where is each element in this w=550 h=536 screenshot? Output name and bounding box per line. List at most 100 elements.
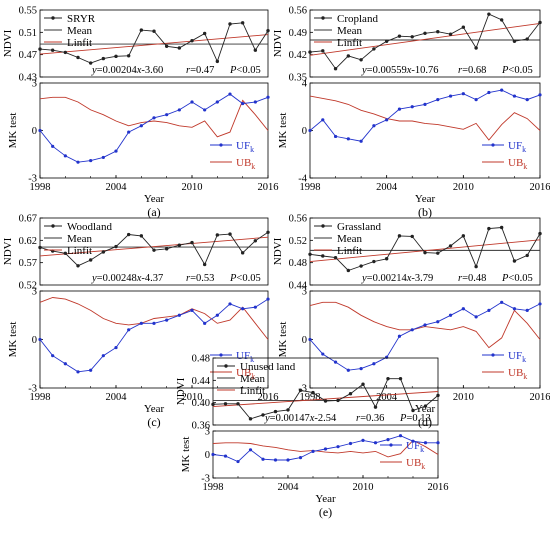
ndvi-point [397,34,402,38]
ndvi-point [436,29,440,34]
ndvi-y-tick-label: 0.49 [289,28,307,39]
legend-ufk-label: UFk [236,140,254,154]
ufk-point [474,315,478,319]
ufk-point [359,367,363,371]
legend-series-label: SRYR [67,13,96,25]
ubk-series-line [309,301,541,349]
ufk-series-line [39,298,269,373]
ufk-point [203,108,207,112]
regression-equation: y=0.00204x-3.60 [91,65,163,76]
legend-ndvi-marker [321,224,325,228]
legend-linfit-label: Linfit [337,245,362,257]
mk-y-tick-label: -3 [298,384,307,395]
ufk-point [372,124,376,128]
panel-label: (e) [319,505,332,519]
ufk-point [190,308,194,312]
ndvi-point [538,231,542,236]
ufk-point [474,98,478,102]
ndvi-point [177,46,182,50]
ndvi-point [499,18,504,22]
x-tick-label: 1998 [300,392,321,403]
regression-equation: y=0.00147x-2.54 [264,413,337,424]
ufk-point [114,345,118,350]
ndvi-point [499,225,504,230]
ufk-point [139,321,143,325]
x-tick-label: 2004 [106,182,128,193]
ndvi-point [359,264,363,268]
ufk-point [266,297,270,301]
ndvi-point [487,226,491,231]
ndvi-y-axis-label: NDVI [272,237,284,265]
x-tick-label: 2010 [182,182,203,193]
ufk-point [348,441,353,446]
ndvi-y-tick-label: 0.52 [19,281,37,292]
mk-y-tick-label: 3 [205,427,210,438]
ufk-point [461,307,465,311]
x-tick-label: 2010 [453,182,474,193]
ufk-series-line [309,301,541,371]
ndvi-y-tick-label: 0.44 [289,281,308,292]
ndvi-y-tick-label: 0.57 [19,258,37,269]
mk-y-tick-label: 3 [32,287,37,298]
ndvi-point [336,398,340,403]
ndvi-point [410,234,414,239]
ufk-point [241,307,245,311]
ndvi-plot-frame [309,9,541,78]
ndvi-y-axis-label: NDVI [2,237,14,265]
ndvi-point [423,250,427,255]
ufk-point [253,305,257,309]
mk-y-tick-label: 0 [302,335,307,346]
ndvi-point [359,58,363,62]
ufk-point [215,100,219,104]
ndvi-point [436,251,440,255]
ndvi-point [101,56,106,61]
ufk-point [190,100,194,104]
ndvi-point [474,46,478,50]
ndvi-point [384,39,389,43]
x-tick-label: 2016 [530,392,550,403]
panel-label: (d) [418,415,432,429]
ufk-point [228,302,232,306]
legend-mean-label: Mean [67,25,93,37]
ufk-point [76,160,80,164]
x-tick-label: 2004 [376,182,398,193]
ndvi-y-tick-label: 0.47 [19,50,37,61]
ndvi-y-tick-label: 0.44 [192,376,211,387]
legend-mean-label: Mean [337,25,363,37]
ndvi-point [228,232,232,236]
ndvi-point [410,35,414,39]
ndvi-point [236,402,240,406]
ufk-point [63,362,67,366]
ufk-point [101,155,105,160]
legend-ufk-label: UFk [508,140,526,154]
ndvi-point [76,264,80,268]
ufk-point [127,130,131,134]
legend-ufk-label: UFk [406,440,424,454]
ndvi-point [346,54,351,58]
ufk-point [346,137,350,141]
legend-mean-label: Mean [67,233,93,245]
ndvi-point [215,233,220,237]
ndvi-point [126,232,131,237]
ndvi-plot-frame [39,9,269,78]
x-tick-label: 1998 [203,482,224,493]
ndvi-point [487,12,491,16]
ufk-point [152,321,156,325]
ndvi-point [223,402,228,406]
x-axis-label: Year [315,493,336,505]
ndvi-point [253,239,258,243]
ufk-point [436,441,440,445]
ufk-point [228,92,232,96]
ufk-point [410,328,414,332]
ufk-point [152,116,156,120]
ndvi-y-axis-label: NDVI [2,29,14,57]
ufk-point [223,454,228,458]
legend-series-label: Unused land [240,361,296,373]
ndvi-point [386,376,390,381]
p-value: P<0.05 [229,273,261,284]
x-tick-label: 1998 [30,392,51,403]
ndvi-point [164,247,169,251]
ufk-point [261,457,265,461]
mk-y-axis-label: MK test [277,322,289,358]
